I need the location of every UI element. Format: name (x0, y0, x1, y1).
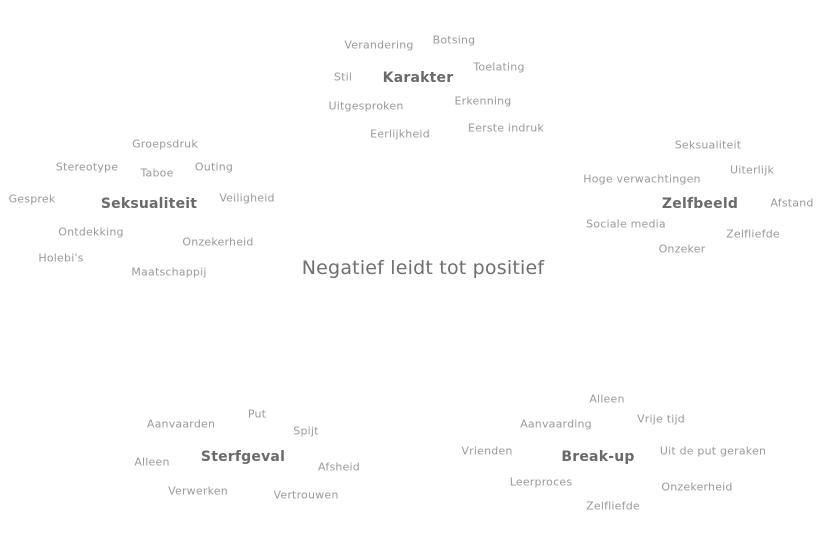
word-botsing: Botsing (432, 33, 476, 47)
word-zelfliefde: Zelfliefde (726, 227, 780, 241)
word-aanvaarden: Aanvaarden (146, 417, 216, 431)
hub-karakter: Karakter (382, 70, 454, 86)
word-veiligheid: Veiligheid (219, 191, 275, 205)
word-leerproces: Leerproces (509, 475, 573, 489)
word-onzeker: Onzeker (658, 242, 706, 256)
word-onzekerheid: Onzekerheid (182, 235, 254, 249)
word-put: Put (247, 407, 267, 421)
word-sociale-media: Sociale media (586, 217, 666, 231)
word-stereotype: Stereotype (55, 160, 119, 174)
word-ontdekking: Ontdekking (58, 225, 124, 239)
word-alleen: Alleen (134, 455, 170, 469)
word-onzekerheid: Onzekerheid (661, 480, 733, 494)
word-seksualiteit: Seksualiteit (674, 138, 742, 152)
word-spijt: Spijt (293, 424, 319, 438)
word-maatschappij: Maatschappij (131, 265, 207, 279)
word-toelating: Toelating (473, 60, 525, 74)
word-uitgesproken: Uitgesproken (328, 99, 404, 113)
word-hoge-verwachtingen: Hoge verwachtingen (583, 172, 701, 186)
word-holebis: Holebi's (38, 251, 84, 265)
word-erkenning: Erkenning (454, 94, 512, 108)
word-aanvaarding: Aanvaarding (520, 417, 592, 431)
word-groepsdruk: Groepsdruk (132, 137, 198, 151)
hub-sterfgeval: Sterfgeval (200, 449, 286, 465)
word-verwerken: Verwerken (168, 484, 228, 498)
word-afstand: Afstand (770, 196, 814, 210)
hub-seksualiteit: Seksualiteit (100, 196, 198, 212)
word-vrienden: Vrienden (461, 444, 513, 458)
word-uit-de-put-geraken: Uit de put geraken (659, 444, 767, 458)
hub-zelfbeeld: Zelfbeeld (661, 196, 739, 212)
word-uiterlijk: Uiterlijk (729, 163, 775, 177)
word-afsheid: Afsheid (318, 460, 360, 474)
center-title: Negatief leidt tot positief (301, 257, 545, 279)
word-vertrouwen: Vertrouwen (273, 488, 339, 502)
word-vrije-tijd: Vrije tijd (637, 412, 685, 426)
word-gesprek: Gesprek (8, 192, 56, 206)
word-alleen: Alleen (589, 392, 625, 406)
word-taboe: Taboe (140, 166, 174, 180)
word-zelfliefde: Zelfliefde (586, 499, 640, 513)
word-outing: Outing (194, 160, 234, 174)
word-verandering: Verandering (344, 38, 414, 52)
word-eerlijkheid: Eerlijkheid (370, 127, 430, 141)
word-stil: Stil (333, 70, 353, 84)
word-eerste-indruk: Eerste indruk (467, 121, 545, 135)
hub-breakup: Break-up (561, 449, 635, 465)
